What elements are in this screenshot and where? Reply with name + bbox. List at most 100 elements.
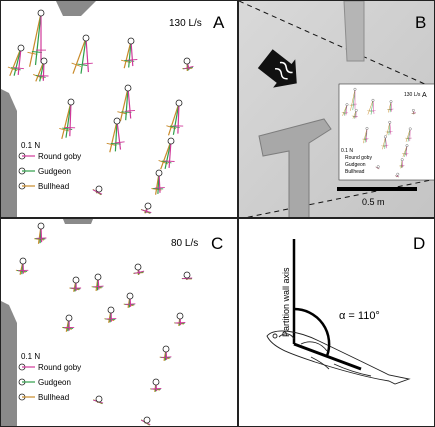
force-vector-glyph [91, 273, 104, 291]
flow-rate-a: 130 L/s [169, 18, 202, 29]
legend-goby-label: Round goby [38, 152, 81, 161]
legend-gudgeon-label: Gudgeon [38, 378, 71, 387]
force-vector-glyph [120, 37, 138, 69]
panel-letter-d: D [413, 234, 425, 253]
legend-scale-label: 0.1 N [21, 352, 40, 361]
force-vector-line [160, 140, 172, 170]
force-vector-glyph [386, 100, 394, 113]
force-vector-glyph [159, 345, 172, 361]
force-vector-line [128, 40, 132, 68]
force-vector-line [405, 145, 408, 157]
force-vector-glyph [394, 172, 400, 178]
force-vector-line [345, 104, 348, 116]
force-vector-line [17, 47, 22, 75]
wave-icon [274, 68, 288, 80]
error-bar [161, 356, 172, 358]
error-bar [381, 145, 386, 147]
position-marker [72, 276, 80, 284]
force-vector-glyph [123, 292, 136, 308]
position-marker [389, 100, 393, 103]
force-vector-line [125, 87, 129, 121]
error-bar [153, 187, 164, 190]
force-vector-glyph [93, 395, 104, 405]
force-vector-line [130, 40, 134, 67]
position-marker [94, 273, 102, 281]
force-vector-glyph [62, 314, 75, 332]
position-marker [183, 271, 191, 279]
force-vector-glyph [401, 144, 409, 157]
position-marker [175, 99, 183, 107]
error-bar [71, 62, 82, 67]
force-vector-glyph [27, 9, 46, 67]
force-vector-line [109, 120, 118, 153]
force-vector-line [388, 122, 391, 136]
panel-a-plot: 0.1 N Round goby Gudgeon Bullhead 130 L/… [1, 1, 225, 217]
error-bar [27, 51, 38, 55]
error-bar [164, 160, 175, 162]
inset-panel-a: 130 L/s A 0.1 N Round goby Gudgeon Bullh… [338, 83, 434, 181]
force-vector-glyph [375, 165, 380, 170]
inset-letter: A [422, 92, 427, 99]
force-vector-glyph [367, 98, 376, 115]
force-vector-line [85, 37, 89, 73]
force-vector-glyph [117, 84, 136, 122]
force-vector-line [385, 136, 388, 149]
force-vector-glyph [69, 276, 82, 292]
force-vector-glyph [158, 137, 175, 170]
error-bar [117, 111, 128, 115]
panel-c: 0.1 N Round goby Gudgeon Bullhead 80 L/s… [0, 218, 238, 427]
error-bar [375, 166, 380, 169]
error-bar [412, 112, 417, 114]
force-vector-line [402, 145, 408, 157]
position-marker [365, 127, 369, 130]
error-bar [134, 270, 145, 274]
panel-c-plot: 0.1 N Round goby Gudgeon Bullhead 80 L/s… [1, 219, 223, 426]
force-vector-glyph [133, 263, 145, 276]
error-bar [141, 209, 152, 214]
force-vector-line [404, 145, 408, 157]
force-vector-line [13, 47, 22, 76]
force-vector-line [384, 136, 386, 149]
force-vector-line [367, 100, 374, 115]
force-vector-line [80, 37, 87, 74]
position-marker [408, 127, 412, 131]
force-vectors-c [15, 222, 193, 426]
force-vector-line [127, 87, 132, 119]
partition-wall-top [343, 1, 365, 62]
force-vector-line [72, 37, 87, 74]
force-vector-line [363, 128, 368, 144]
legend-bullhead-label: Bullhead [38, 393, 69, 402]
force-vector-line [343, 104, 348, 116]
fish-body-axis-line [293, 342, 362, 371]
force-vector-line [382, 136, 386, 150]
wall-top [56, 1, 96, 16]
position-marker [107, 306, 115, 314]
inset-legend-goby: Round goby [345, 155, 372, 161]
force-vector-line [29, 12, 42, 67]
position-marker [144, 202, 152, 210]
wall-left [1, 89, 17, 217]
force-vectors-a [7, 9, 194, 214]
force-vector-glyph [166, 99, 184, 136]
partition-wall-bottom [258, 118, 332, 217]
force-vector-line [177, 102, 180, 134]
panel-b-photo: 130 L/s A 0.1 N Round goby Gudgeon Bullh… [238, 0, 435, 218]
force-vector-line [114, 120, 118, 152]
panel-letter-c: C [211, 234, 223, 253]
position-marker [95, 395, 103, 403]
error-bar [175, 322, 186, 324]
position-marker [167, 137, 175, 145]
force-vector-glyph [92, 185, 103, 196]
error-bar [154, 187, 165, 189]
position-marker [127, 37, 135, 45]
position-marker [384, 135, 387, 139]
error-bar [124, 109, 136, 112]
force-vector-line [352, 89, 356, 111]
position-marker [126, 292, 134, 300]
force-vector-line [164, 140, 172, 170]
error-bar [114, 141, 125, 144]
force-vector-line [386, 122, 391, 136]
position-marker [134, 263, 142, 271]
position-marker [354, 109, 358, 112]
inset-legend-scale: 0.1 N [341, 148, 353, 154]
